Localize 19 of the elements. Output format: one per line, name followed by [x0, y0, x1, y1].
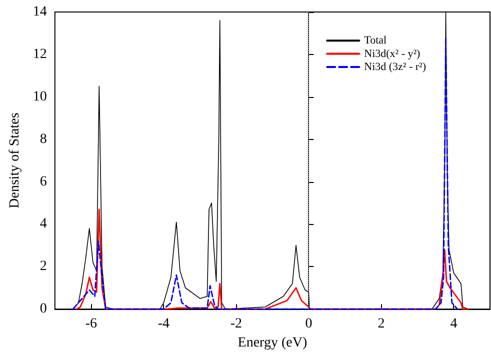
y-tick-label: 8 — [40, 132, 47, 147]
x-tick-label: -4 — [158, 316, 170, 332]
y-tick-label: 12 — [32, 46, 47, 62]
y-tick-label: 2 — [40, 259, 47, 274]
x-axis-title: Energy (eV) — [238, 336, 308, 350]
y-axis-title: Density of States — [8, 112, 22, 208]
legend-label: Total — [364, 34, 387, 47]
x-tick-label: -6 — [85, 316, 97, 332]
y-tick-label: 0 — [40, 302, 47, 317]
x-tick-label: 0 — [305, 316, 312, 332]
y-tick-label: 4 — [40, 216, 47, 232]
y-tick-label: 6 — [40, 174, 47, 190]
x-tick-label: 4 — [450, 316, 458, 332]
y-tick-label: 14 — [32, 4, 47, 20]
y-tick-label: 10 — [32, 89, 47, 104]
x-tick-label: 2 — [378, 316, 385, 332]
legend-label: Ni3d(x² - y²) — [364, 48, 421, 60]
x-tick-label: -2 — [230, 316, 242, 332]
legend-label: Ni3d (3z² - r²) — [364, 61, 426, 73]
